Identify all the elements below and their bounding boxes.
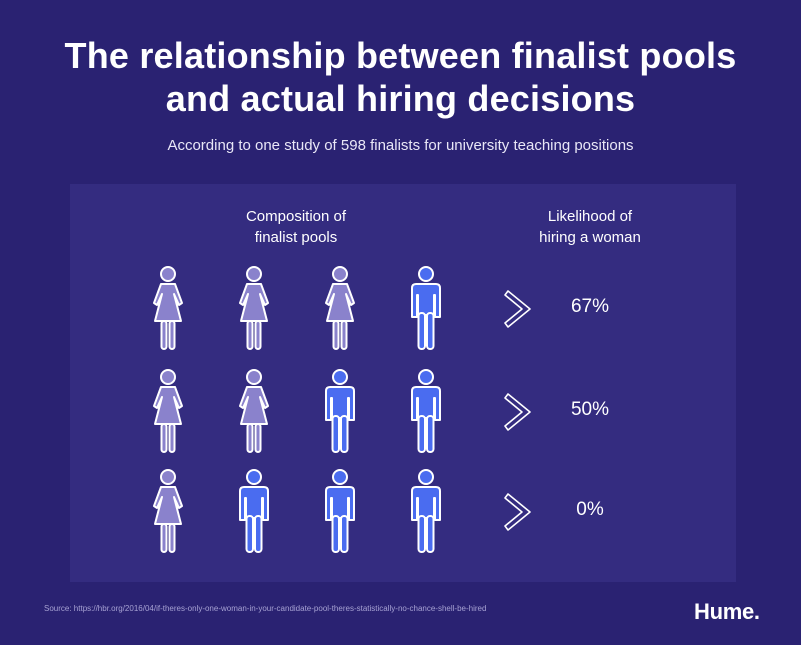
pool-row: 67% [0, 265, 801, 355]
likelihood-header-line-2: hiring a woman [539, 229, 641, 246]
page-title: The relationship between finalist pools … [0, 34, 801, 120]
pool-row: 50% [0, 368, 801, 458]
man-icon [406, 265, 446, 351]
woman-icon [234, 265, 274, 351]
source-citation: Source: https://hbr.org/2016/04/if-there… [44, 604, 487, 613]
likelihood-value: 50% [570, 399, 610, 420]
chevron-right-icon [502, 390, 536, 434]
likelihood-header: Likelihood of hiring a woman [520, 206, 660, 248]
hume-logo: Hume. [694, 599, 760, 624]
man-icon [406, 368, 446, 454]
title-line-2: and actual hiring decisions [165, 78, 636, 119]
woman-icon [234, 368, 274, 454]
likelihood-value: 0% [576, 499, 604, 520]
man-icon [320, 368, 360, 454]
man-icon [234, 468, 274, 554]
chevron-right-icon [502, 490, 536, 534]
chevron-right-icon [502, 287, 536, 331]
woman-icon [148, 265, 188, 351]
composition-header-line-1: Composition of [245, 208, 347, 225]
infographic-panel [70, 184, 736, 582]
likelihood-value: 67% [570, 296, 610, 317]
woman-icon [148, 468, 188, 554]
man-icon [406, 468, 446, 554]
woman-icon [148, 368, 188, 454]
title-line-1: The relationship between finalist pools [64, 35, 737, 76]
woman-icon [320, 265, 360, 351]
composition-header: Composition of finalist pools [226, 206, 366, 248]
man-icon [320, 468, 360, 554]
pool-row: 0% [0, 468, 801, 558]
composition-header-line-2: finalist pools [254, 229, 338, 246]
likelihood-header-line-1: Likelihood of [547, 208, 633, 225]
page-subtitle: According to one study of 598 finalists … [167, 137, 634, 154]
